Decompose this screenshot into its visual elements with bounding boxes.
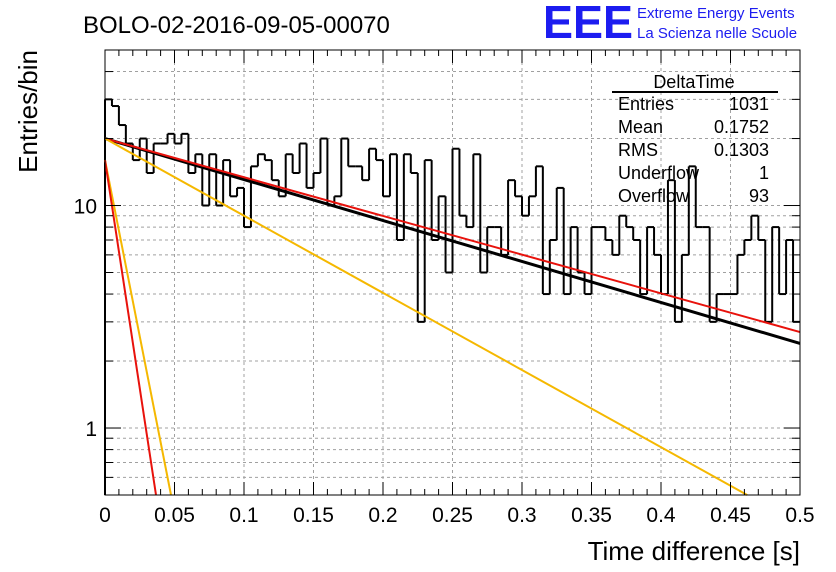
stats-label-mean: Mean (618, 117, 663, 137)
stats-value-entries: 1031 (729, 94, 769, 114)
fit-line-1 (104, 137, 801, 334)
x-tick-label: 0.5 (785, 504, 814, 527)
stats-value-rms: 0.1303 (714, 140, 769, 160)
x-tick-label: 0.1 (229, 504, 258, 527)
stats-label-entries: Entries (618, 94, 674, 114)
fit-line-4 (104, 159, 158, 496)
x-tick-label: 0.15 (293, 504, 334, 527)
x-tick-label: 0 (99, 504, 111, 527)
x-tick-label: 0.4 (646, 504, 676, 527)
stats-label-rms: RMS (618, 140, 658, 160)
y-axis-label: Entries/bin (13, 50, 43, 173)
fit-line-3 (104, 159, 173, 496)
fit-lines (104, 137, 801, 496)
x-tick-label: 0.2 (368, 504, 397, 527)
fit-line-2 (104, 137, 748, 496)
stats-label-overflow: Overflow (618, 186, 690, 206)
logo-caption-line2: La Scienza nelle Scuole (637, 25, 797, 42)
stats-box: DeltaTime Entries 1031 Mean 0.1752 RMS 0… (612, 72, 778, 206)
stats-value-underflow: 1 (759, 163, 769, 183)
chart-title: BOLO-02-2016-09-05-00070 (83, 12, 390, 39)
stats-value-overflow: 93 (749, 186, 769, 206)
stats-value-mean: 0.1752 (714, 117, 769, 137)
x-tick-label: 0.35 (571, 504, 612, 527)
x-tick-label: 0.25 (432, 504, 473, 527)
fit-line-0 (104, 137, 801, 345)
logo-caption-line1: Extreme Energy Events (637, 5, 795, 22)
stats-title: DeltaTime (653, 72, 734, 92)
axis-ticks (104, 49, 801, 496)
x-axis-label: Time difference [s] (588, 536, 800, 566)
x-tick-label: 0.05 (154, 504, 195, 527)
eee-logo: EEE (543, 0, 633, 48)
x-tick-label: 0.3 (507, 504, 536, 527)
y-tick-labels: 1 10 (74, 196, 97, 441)
y-tick-label: 10 (74, 196, 97, 219)
y-tick-label: 1 (85, 418, 97, 441)
x-tick-label: 0.45 (710, 504, 751, 527)
stats-label-underflow: Underflow (618, 163, 700, 183)
x-tick-labels: 0 0.05 0.1 0.15 0.2 0.25 0.3 0.35 0.4 0.45 0.5 (99, 504, 814, 527)
